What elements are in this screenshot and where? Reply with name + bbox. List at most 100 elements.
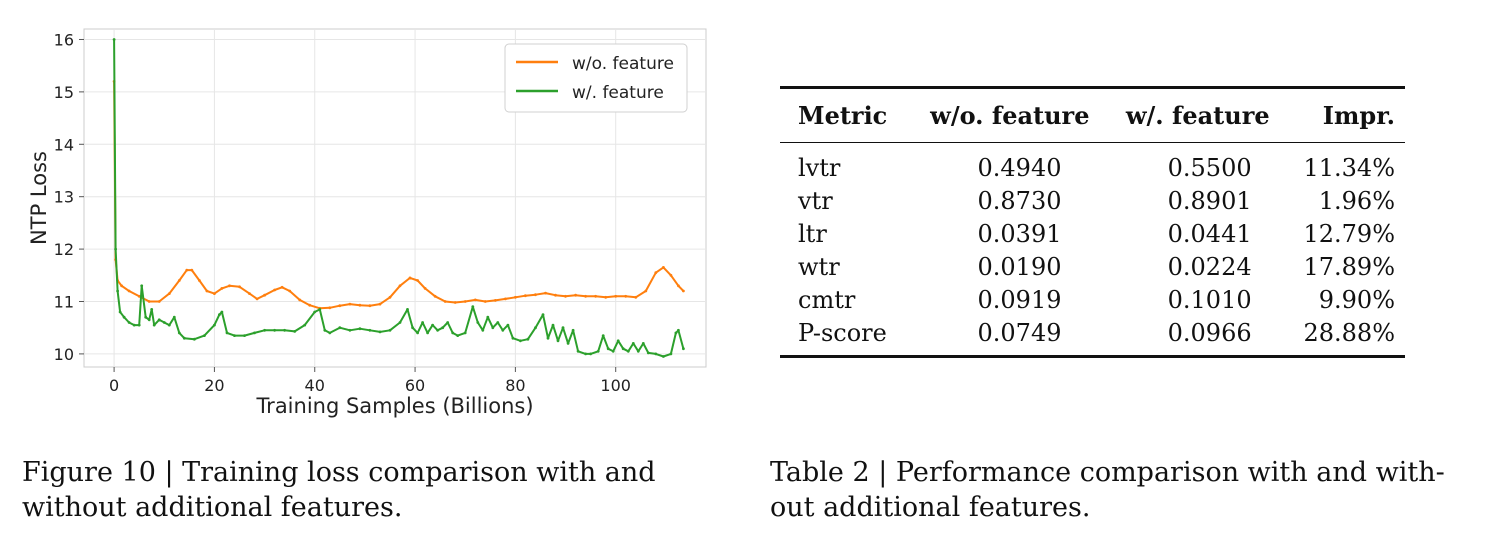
- data-point: [644, 289, 648, 293]
- data-point: [127, 289, 131, 293]
- data-point: [596, 349, 600, 353]
- data-point: [255, 297, 259, 301]
- data-point: [273, 328, 276, 332]
- table-row: cmtr 0.0919 0.1010 9.90%: [780, 283, 1405, 316]
- data-point: [144, 315, 148, 319]
- data-point: [348, 302, 352, 306]
- data-point: [150, 308, 154, 311]
- training-loss-chart: 0 20 40 60 80 100 10 11 12 13 14 15 16 w/o. feature …: [27, 28, 707, 418]
- header-metric: Metric: [798, 101, 888, 130]
- data-point: [225, 331, 229, 335]
- data-point: [606, 347, 610, 351]
- data-point: [358, 327, 362, 331]
- data-point: [368, 304, 372, 308]
- data-point: [423, 287, 427, 290]
- data-point: [368, 328, 372, 332]
- data-point: [137, 294, 141, 298]
- cell-metric: vtr: [798, 186, 833, 215]
- data-point: [157, 318, 161, 322]
- data-point: [534, 326, 537, 330]
- y-tick-label: 16: [54, 30, 74, 49]
- data-point: [147, 318, 151, 322]
- data-point: [471, 305, 475, 309]
- cell-with-feature: 0.5500: [1167, 153, 1252, 182]
- data-point: [626, 349, 630, 353]
- data-point: [205, 289, 209, 293]
- data-point: [506, 323, 510, 327]
- data-point: [198, 279, 201, 282]
- data-point: [238, 285, 241, 289]
- x-tick-label: 0: [109, 376, 119, 395]
- data-point: [674, 331, 678, 335]
- data-point: [646, 351, 650, 355]
- data-point: [654, 352, 658, 356]
- data-point: [601, 334, 605, 337]
- data-point: [213, 292, 216, 295]
- data-point: [463, 331, 467, 335]
- data-point: [584, 352, 587, 356]
- y-tick-label: 12: [54, 240, 74, 259]
- data-point: [140, 284, 144, 288]
- data-point: [303, 323, 307, 327]
- data-point: [177, 279, 181, 282]
- data-point: [411, 326, 414, 330]
- data-point: [338, 304, 342, 308]
- legend-label-w-feature: w/. feature: [572, 83, 664, 103]
- cell-with-feature: 0.0224: [1167, 252, 1252, 281]
- data-point: [280, 285, 284, 289]
- data-point: [203, 334, 206, 337]
- data-point: [621, 347, 625, 351]
- table-row: P-score 0.0749 0.0966 28.88%: [780, 316, 1405, 357]
- data-point: [388, 295, 392, 299]
- data-point: [682, 289, 685, 293]
- data-point: [576, 349, 580, 353]
- data-point: [546, 336, 550, 340]
- legend-label-wo-feature: w/o. feature: [572, 54, 674, 74]
- data-point: [348, 328, 352, 332]
- data-point: [589, 352, 592, 356]
- data-point: [504, 297, 507, 301]
- data-point: [137, 323, 141, 327]
- data-point: [669, 352, 673, 356]
- data-point: [456, 334, 460, 337]
- data-point: [167, 323, 171, 327]
- data-point: [682, 347, 685, 351]
- data-point: [213, 323, 216, 327]
- table-row: vtr 0.8730 0.8901 1.96%: [780, 184, 1405, 217]
- data-point: [328, 306, 332, 310]
- data-point: [476, 321, 480, 324]
- data-point: [243, 334, 246, 337]
- data-point: [556, 339, 560, 343]
- x-tick-label: 60: [405, 376, 425, 395]
- data-point: [426, 331, 429, 335]
- data-point: [114, 247, 117, 251]
- data-point: [662, 266, 665, 269]
- cell-improvement: 17.89%: [1303, 252, 1395, 281]
- x-tick-label: 40: [305, 376, 325, 395]
- data-point: [483, 300, 487, 303]
- data-point: [443, 300, 447, 303]
- data-point: [378, 302, 382, 306]
- data-point: [594, 294, 597, 298]
- data-point: [127, 321, 131, 324]
- data-point: [511, 336, 515, 340]
- data-point: [157, 300, 161, 303]
- data-point: [519, 339, 522, 343]
- table-header-row: Metric w/o. feature w/. feature Impr.: [780, 87, 1405, 143]
- data-point: [463, 300, 467, 303]
- cell-improvement: 9.90%: [1318, 285, 1395, 314]
- data-point: [177, 331, 181, 335]
- data-point: [273, 288, 276, 292]
- data-point: [220, 287, 224, 290]
- legend: w/o. feature w/. feature: [504, 43, 688, 113]
- cell-metric: ltr: [798, 219, 827, 248]
- data-point: [496, 321, 500, 324]
- y-tick-label: 11: [54, 292, 74, 311]
- data-point: [441, 326, 445, 330]
- data-point: [524, 294, 527, 298]
- y-axis-label: NTP Loss: [27, 151, 51, 245]
- x-tick-label: 100: [600, 376, 631, 395]
- data-point: [118, 310, 122, 314]
- data-point: [283, 328, 286, 332]
- data-point: [220, 310, 224, 314]
